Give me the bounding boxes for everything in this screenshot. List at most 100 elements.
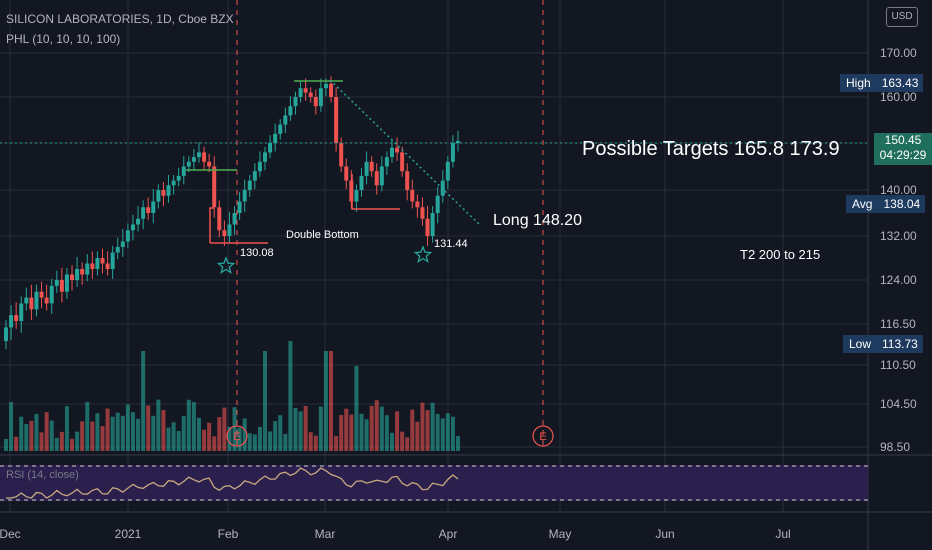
volume-bar <box>293 407 298 451</box>
candle-body <box>130 224 135 231</box>
high-tag: High 163.43 <box>840 74 924 92</box>
candle-body <box>303 88 308 93</box>
volume-bar <box>54 437 59 451</box>
volume-bar <box>95 413 100 451</box>
volume-bar <box>207 422 212 451</box>
candle-body <box>29 297 34 310</box>
candle-body <box>288 106 293 116</box>
volume-bar <box>435 414 440 451</box>
candle-body <box>293 97 298 107</box>
avg-value: 138.04 <box>878 195 926 213</box>
currency-badge[interactable]: USD <box>886 7 918 27</box>
candle-body <box>120 241 125 247</box>
candle-body <box>191 157 196 162</box>
volume-bar <box>176 430 181 451</box>
candle-body <box>227 224 232 236</box>
candle-body <box>151 201 156 213</box>
candle-body <box>75 269 80 280</box>
candle-body <box>166 185 171 196</box>
volume-bar <box>344 408 349 451</box>
x-tick-label: 2021 <box>115 527 142 541</box>
volume-bar <box>384 415 389 451</box>
candle-body <box>207 161 212 167</box>
y-tick-label: 104.50 <box>880 397 917 411</box>
earnings-marker <box>226 425 248 447</box>
y-tick-label: 170.00 <box>880 46 917 60</box>
x-tick-label: Jul <box>775 527 790 541</box>
candle-body <box>298 88 303 97</box>
volume-bar <box>4 439 8 451</box>
rsi-line <box>6 467 459 499</box>
volume-bar <box>313 435 318 451</box>
support-line-2 <box>351 174 400 210</box>
candle-body <box>456 140 460 143</box>
earnings-marker-label: E <box>233 431 240 443</box>
candle-body <box>176 175 181 181</box>
volume-bar <box>237 427 242 451</box>
volume-bar <box>456 436 460 451</box>
candle-body <box>171 180 176 186</box>
candle-body <box>186 161 191 167</box>
volume-bar <box>80 421 85 451</box>
volume-bar <box>222 407 227 451</box>
annotation-text: 130.08 <box>240 247 274 259</box>
star-icon <box>413 245 433 263</box>
candle-body <box>344 166 349 181</box>
x-tick-label: Mar <box>315 527 336 541</box>
volume-bar <box>166 427 171 451</box>
candle-body <box>232 213 237 225</box>
volume-bar <box>59 431 64 451</box>
y-tick-label: 110.50 <box>880 358 916 372</box>
volume-bar <box>186 399 191 451</box>
annotation-text: Double Bottom <box>286 229 359 241</box>
candle-body <box>202 152 207 162</box>
volume-bar <box>318 406 323 451</box>
volume-bar <box>120 415 125 451</box>
volume-bar <box>440 418 445 451</box>
candle-body <box>196 152 201 158</box>
volume-bar <box>379 406 384 451</box>
candle-body <box>212 166 217 208</box>
volume-bar <box>242 418 247 451</box>
candle-body <box>420 207 425 219</box>
star-icon <box>216 256 236 274</box>
volume-bar <box>247 433 252 451</box>
candle-body <box>146 207 151 213</box>
candle-body <box>384 157 389 167</box>
x-tick-label: Apr <box>439 527 458 541</box>
candle-body <box>141 207 146 219</box>
candle-body <box>329 83 334 97</box>
volume-bar <box>364 419 369 451</box>
volume-bar <box>141 351 146 451</box>
volume-bar <box>212 436 217 451</box>
low-tag: Low 113.73 <box>843 335 923 353</box>
candle-body <box>19 303 24 322</box>
candle-body <box>64 274 69 292</box>
symbol-title: SILICON LABORATORIES, 1D, Cboe BZX <box>6 12 234 26</box>
annotation-text: 131.44 <box>434 238 468 250</box>
candle-body <box>222 230 227 236</box>
y-tick-label: 124.00 <box>880 273 917 287</box>
volume-bar <box>115 412 120 451</box>
candle-body <box>110 252 115 269</box>
y-tick-label: 140.00 <box>880 183 917 197</box>
y-tick-label: 116.50 <box>880 317 916 331</box>
candle-body <box>364 161 369 176</box>
volume-bar <box>395 411 400 451</box>
volume-bar <box>156 399 161 451</box>
candle-body <box>308 92 313 97</box>
volume-bar <box>303 405 308 451</box>
volume-bar <box>29 420 34 451</box>
y-tick-label: 132.00 <box>880 229 917 243</box>
volume-bar <box>232 407 237 451</box>
volume-bar <box>323 351 328 451</box>
candle-body <box>430 213 435 236</box>
volume-bar <box>196 417 201 451</box>
candle-body <box>90 263 95 269</box>
x-tick-label: Feb <box>218 527 239 541</box>
volume-bar <box>100 426 105 451</box>
volume-bar <box>430 402 435 451</box>
indicator-title: PHL (10, 10, 10, 100) <box>6 32 121 46</box>
